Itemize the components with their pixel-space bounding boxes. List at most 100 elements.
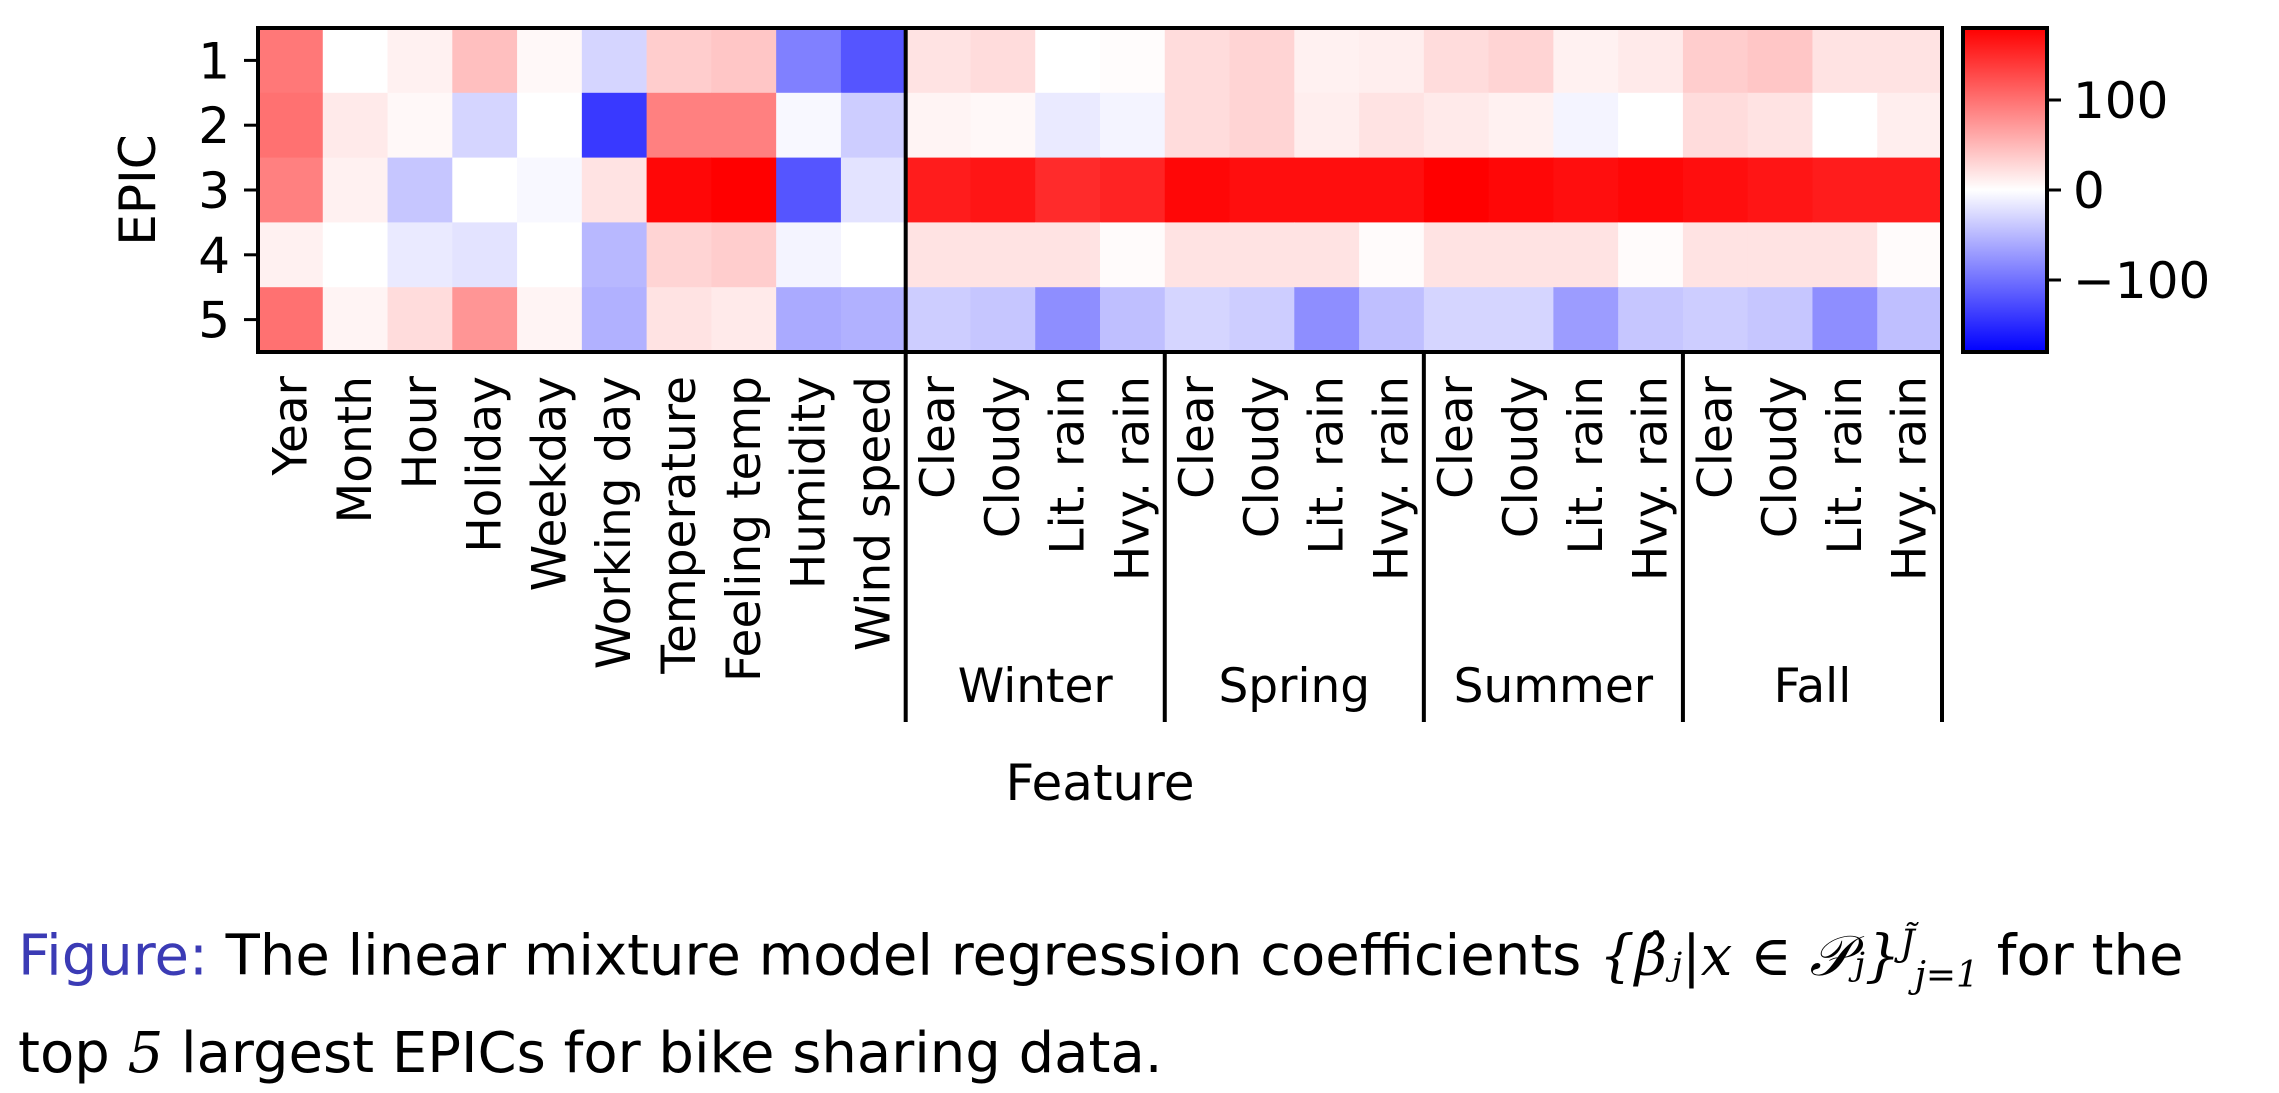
heatmap-cells	[258, 28, 1943, 353]
heatmap-cell	[452, 287, 518, 353]
heatmap-cell	[1747, 28, 1814, 94]
heatmap-cell	[1618, 157, 1684, 223]
heatmap-cell	[905, 92, 972, 159]
season-label: Spring	[1218, 659, 1370, 714]
heatmap-cell	[905, 222, 972, 288]
heatmap-cell	[387, 222, 453, 288]
heatmap-cell	[711, 157, 777, 223]
heatmap-cell	[1877, 287, 1943, 353]
heatmap-cell	[840, 287, 907, 353]
y-tick-label: 3	[198, 162, 230, 220]
heatmap-cell	[646, 222, 712, 288]
heatmap-cell	[711, 28, 777, 94]
heatmap-cell	[1553, 28, 1619, 94]
x-tick-label: Holiday	[458, 376, 513, 553]
heatmap-cell	[1423, 157, 1490, 223]
y-ticks: 1 2 3 4 5	[198, 32, 258, 350]
heatmap-cell	[258, 287, 324, 353]
heatmap-cell	[1164, 92, 1231, 159]
x-tick-label: Hour	[393, 375, 448, 489]
heatmap-cell	[1812, 287, 1878, 353]
x-tick-label: Lit. rain	[1559, 376, 1614, 555]
heatmap-cell	[711, 222, 777, 288]
x-tick-label: Cloudy	[976, 376, 1031, 538]
heatmap-cell	[1035, 28, 1101, 94]
heatmap-cell	[840, 28, 907, 94]
heatmap-cell	[840, 222, 907, 288]
heatmap-cell	[970, 92, 1036, 159]
heatmap-cell	[776, 28, 842, 94]
heatmap-cell	[1682, 92, 1749, 159]
heatmap-cell	[1618, 28, 1684, 94]
x-tick-label: Month	[328, 376, 383, 523]
heatmap-cell	[711, 92, 777, 159]
heatmap-cell	[258, 157, 324, 223]
heatmap-cell	[1229, 287, 1295, 353]
heatmap-cell	[258, 92, 324, 159]
heatmap-cell	[970, 157, 1036, 223]
heatmap-cell	[646, 287, 712, 353]
figure-caption: Figure: The linear mixture model regress…	[18, 905, 2268, 1093]
y-tick-label: 1	[198, 32, 230, 90]
colorbar-tick-label: 0	[2073, 162, 2105, 220]
heatmap-cell	[581, 157, 648, 223]
heatmap-cell	[1812, 222, 1878, 288]
heatmap-cell	[1618, 222, 1684, 288]
heatmap-cell	[1229, 92, 1295, 159]
heatmap-cell	[1488, 287, 1554, 353]
heatmap-cell	[1100, 222, 1166, 288]
heatmap-cell	[452, 222, 518, 288]
x-tick-label: Lit. rain	[1818, 376, 1873, 555]
heatmap-cell	[1488, 92, 1554, 159]
heatmap-cell	[1100, 157, 1166, 223]
heatmap-cell	[1100, 287, 1166, 353]
heatmap-cell	[1423, 222, 1490, 288]
heatmap-cell	[905, 287, 972, 353]
heatmap-cell	[1747, 157, 1814, 223]
heatmap-cell	[1553, 92, 1619, 159]
heatmap-cell	[1359, 157, 1425, 223]
heatmap-cell	[1682, 28, 1749, 94]
heatmap-cell	[1553, 157, 1619, 223]
heatmap-cell	[905, 28, 972, 94]
x-tick-label: Weekday	[522, 376, 577, 591]
heatmap-cell	[517, 28, 583, 94]
heatmap-cell	[905, 157, 972, 223]
heatmap-cell	[776, 92, 842, 159]
heatmap-cell	[1359, 92, 1425, 159]
heatmap-cell	[1294, 28, 1360, 94]
heatmap-cell	[452, 28, 518, 94]
heatmap-cell	[1359, 28, 1425, 94]
heatmap-cell	[452, 157, 518, 223]
heatmap-cell	[646, 28, 712, 94]
colorbar	[1961, 26, 2049, 354]
x-tick-labels: Year Month Hour Holiday Weekday Working day Te…	[263, 375, 1937, 682]
y-axis-label: EPIC	[109, 134, 167, 245]
colorbar-ticks: 100 0 −100	[2047, 72, 2210, 310]
heatmap-cell	[1359, 287, 1425, 353]
heatmap-cell	[1359, 222, 1425, 288]
x-tick-label: Clear	[911, 375, 966, 499]
x-tick-label: Working day	[587, 376, 642, 669]
heatmap-cell	[581, 287, 648, 353]
heatmap-cell	[1294, 287, 1360, 353]
heatmap-cell	[387, 28, 453, 94]
heatmap-cell	[1294, 222, 1360, 288]
heatmap-cell	[1618, 287, 1684, 353]
x-tick-label: Hvy. rain	[1364, 376, 1419, 581]
x-tick-label: Lit. rain	[1041, 376, 1096, 555]
heatmap-figure: 1 2 3 4 5 EPIC Year Month Hour Holiday Weekday Wo…	[109, 26, 2210, 812]
x-tick-label: Humidity	[782, 376, 837, 589]
y-tick-label: 2	[198, 97, 230, 155]
heatmap-cell	[1682, 287, 1749, 353]
heatmap-cell	[517, 92, 583, 159]
heatmap-cell	[1812, 157, 1878, 223]
heatmap-cell	[1488, 28, 1554, 94]
x-tick-label: Cloudy	[1494, 376, 1549, 538]
colorbar-tick-label: 100	[2073, 72, 2168, 130]
heatmap-cell	[1553, 222, 1619, 288]
heatmap-cell	[1682, 157, 1749, 223]
heatmap-cell	[322, 92, 389, 159]
heatmap-cell	[1877, 157, 1943, 223]
heatmap-cell	[970, 222, 1036, 288]
